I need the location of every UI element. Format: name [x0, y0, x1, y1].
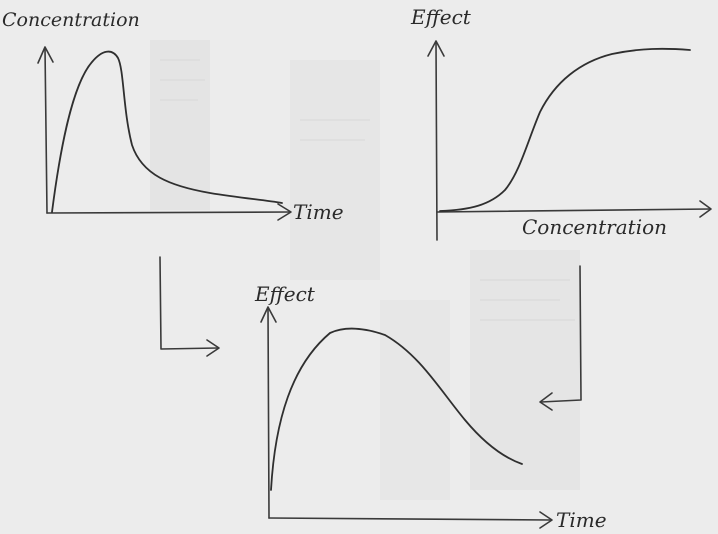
panel3-x-axis: [268, 511, 553, 529]
concentration-time-panel: Concentration Time: [2, 9, 344, 224]
panel1-x-axis: [46, 203, 292, 221]
panel1-x-axis-label: Time: [293, 200, 344, 224]
panel2-y-axis: [427, 40, 445, 241]
effect-time-curve: [270, 327, 523, 491]
right-connector-arrow: [539, 265, 582, 411]
panel2-x-axis-label: Concentration: [522, 215, 667, 239]
panel1-y-axis-label: Concentration: [2, 9, 140, 31]
panel3-y-axis: [260, 306, 277, 519]
panel3-x-axis-label: Time: [556, 508, 607, 532]
panel1-y-axis: [37, 46, 54, 214]
sigmoid-effect-curve: [439, 47, 691, 212]
left-connector-arrow: [159, 256, 220, 357]
panel3-y-axis-label: Effect: [254, 282, 316, 306]
panel2-x-axis: [436, 200, 712, 218]
paper-bleed-texture: [150, 40, 580, 500]
effect-concentration-panel: Effect Concentration: [410, 5, 712, 241]
concentration-curve: [51, 50, 283, 213]
panel2-y-axis-label: Effect: [410, 5, 472, 29]
effect-time-panel: Effect Time: [254, 282, 607, 532]
